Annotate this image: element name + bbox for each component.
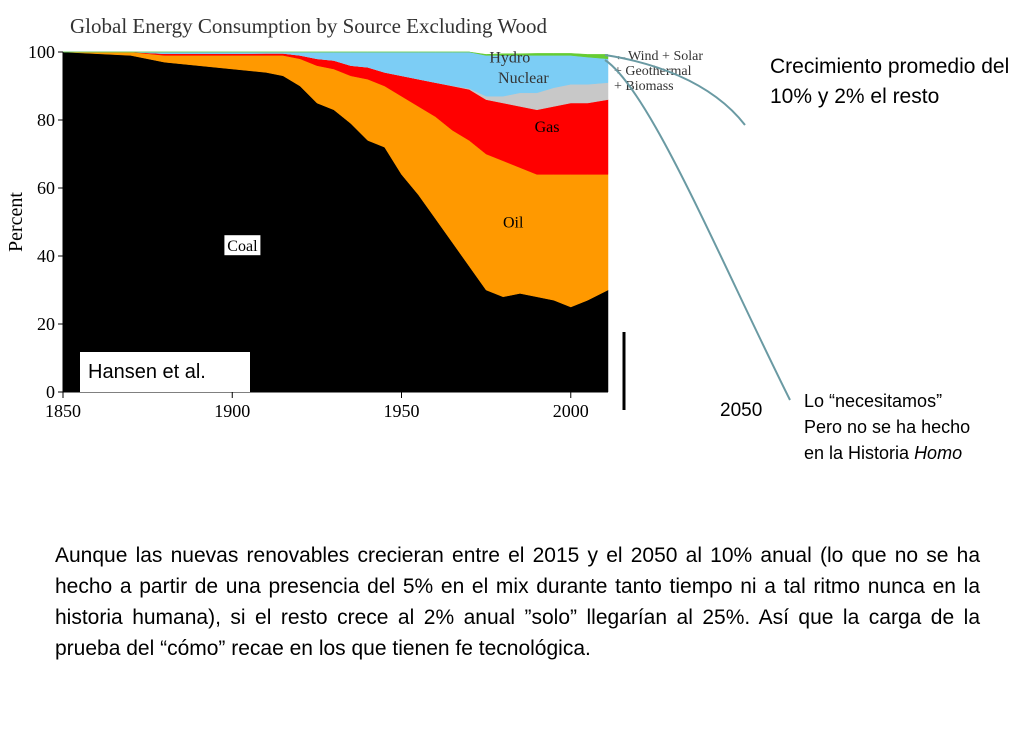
need-note-line-3-prefix: en la Historia [804,443,915,463]
y-tick-label: 40 [37,246,55,266]
renewables-label-line: + Biomass [614,79,674,94]
attribution-label: Hansen et al. [80,352,250,392]
x-tick-label: 1950 [384,401,420,421]
callout-line-top [604,54,746,126]
chart-title: Global Energy Consumption by Source Excl… [70,14,547,38]
x-tick-label: 1900 [214,401,250,421]
callout-lines [604,54,791,410]
y-axis-label: Percent [5,192,27,252]
series-label-nuclear: Nuclear [498,70,549,87]
need-note: Lo “necesitamos” Pero no se ha hecho en … [804,388,1019,466]
y-tick-label: 100 [28,42,55,62]
coal-label-bg [224,235,261,256]
area-layers [62,51,609,393]
series-label-gas: Gas [535,119,560,136]
body-paragraph: Aunque las nuevas renovables crecieran e… [55,544,980,660]
series-label-coal: Coal [227,238,258,255]
x-tick-label: 2000 [553,401,589,421]
year-2050-label: 2050 [720,400,763,421]
series-label-oil: Oil [503,214,524,231]
need-note-line-1: Lo “necesitamos” [804,391,943,411]
axes: 1850 1900 1950 2000 0 20 40 60 80 100 Percent [5,42,608,421]
callout-line-bottom [604,59,791,401]
growth-note: Crecimiento promedio del 10% y 2% el res… [770,55,1010,108]
renewables-label-line: + Geothermal [614,64,692,79]
area-wind-solar-geothermal-biomass [63,51,609,60]
need-note-line-3-italic: Homo [914,443,963,463]
need-note-line-3: en la Historia Homo [804,440,1019,466]
renewables-label-line: ←Wind + Solar [614,49,703,64]
y-tick-label: 60 [37,178,55,198]
need-note-line-2: Pero no se ha hecho [804,417,971,437]
y-tick-label: 80 [37,110,55,130]
series-labels: Coal Oil Gas Nuclear Hydro ←Wind + Solar+ Geo… [224,49,703,256]
y-tick-label: 0 [46,382,55,402]
series-label-hydro: Hydro [489,50,530,67]
x-tick-label: 1850 [45,401,81,421]
y-tick-label: 20 [37,314,55,334]
